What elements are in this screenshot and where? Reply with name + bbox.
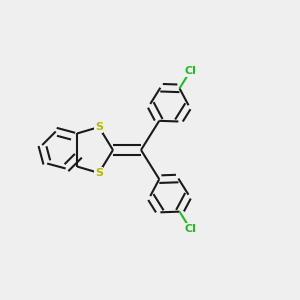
Text: Cl: Cl [184, 66, 196, 76]
Text: S: S [95, 122, 103, 132]
Text: Cl: Cl [184, 224, 196, 234]
Text: S: S [95, 168, 103, 178]
